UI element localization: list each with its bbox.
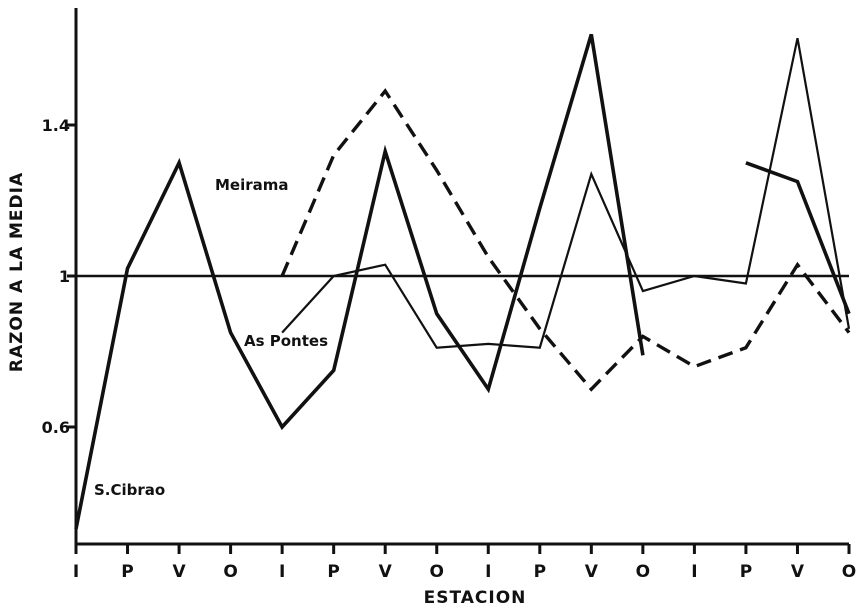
series-label-s-cibrao: S.Cibrao	[94, 481, 165, 499]
y-axis-title: RAZON A LA MEDIA	[7, 172, 27, 372]
x-tick-label: I	[691, 562, 697, 582]
x-tick-label: V	[585, 562, 599, 582]
y-tick-label: 1.4	[42, 116, 70, 135]
x-tick-label: V	[172, 562, 186, 582]
x-tick-label: I	[485, 562, 491, 582]
x-tick-label: P	[534, 562, 546, 582]
y-tick-label: 1	[59, 267, 70, 286]
series-line-s-cibrao	[74, 33, 645, 530]
x-tick-label: P	[327, 562, 339, 582]
series-line-as-pontes	[281, 37, 851, 349]
x-tick-label: O	[430, 562, 444, 582]
series-line-s-cibrao	[745, 161, 851, 315]
x-tick-label: O	[842, 562, 856, 582]
x-tick-label: P	[740, 562, 752, 582]
x-axis-title: ESTACION	[424, 588, 527, 608]
series-line-meirama	[280, 88, 851, 392]
x-tick-label: V	[791, 562, 805, 582]
x-tick-label: V	[379, 562, 393, 582]
x-tick-label: O	[636, 562, 650, 582]
x-tick-label: I	[279, 562, 285, 582]
x-tick-label: P	[121, 562, 133, 582]
x-tick-label: O	[223, 562, 237, 582]
series-label-meirama: Meirama	[215, 176, 289, 194]
series-label-as-pontes: As Pontes	[244, 332, 328, 350]
x-tick-label: I	[73, 562, 79, 582]
y-tick-label: 0.6	[42, 418, 70, 437]
